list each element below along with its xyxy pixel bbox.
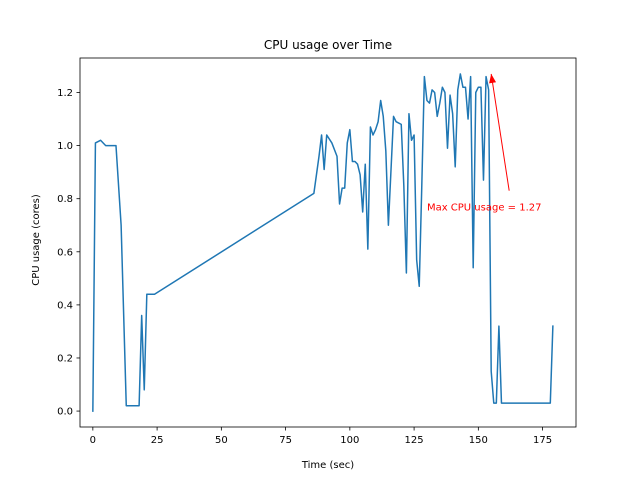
x-tick-label: 125: [405, 435, 424, 446]
annotation-arrow: [490, 73, 510, 191]
x-tick-label: 50: [215, 435, 228, 446]
x-axis-title: Time (sec): [301, 460, 354, 471]
y-tick-label: 1.0: [57, 141, 73, 152]
y-tick-label: 0.2: [57, 353, 73, 364]
series-line-0: [92, 73, 554, 412]
axes-frame: [79, 57, 577, 428]
x-tick-label: 25: [151, 435, 164, 446]
y-tick-label: 1.2: [57, 88, 73, 99]
x-tick-label: 0: [90, 435, 96, 446]
y-tick-label: 0.4: [57, 300, 73, 311]
y-tick-label: 0.8: [57, 194, 73, 205]
x-tick-label: 75: [279, 435, 292, 446]
plot-area: Max CPU usage = 1.27 0 25 50 75 100 125 150 175 0…: [57, 57, 577, 446]
y-tick-label: 0.6: [57, 247, 73, 258]
annotation-label: Max CPU usage = 1.27: [427, 203, 542, 214]
y-tick-label: 0.0: [57, 407, 73, 418]
chart-title: CPU usage over Time: [264, 38, 392, 52]
x-tick-label: 175: [533, 435, 552, 446]
y-axis-title: CPU usage (cores): [31, 194, 42, 286]
x-tick-label: 150: [469, 435, 488, 446]
annotation-arrowhead: [489, 73, 497, 84]
x-tick-label: 100: [340, 435, 359, 446]
